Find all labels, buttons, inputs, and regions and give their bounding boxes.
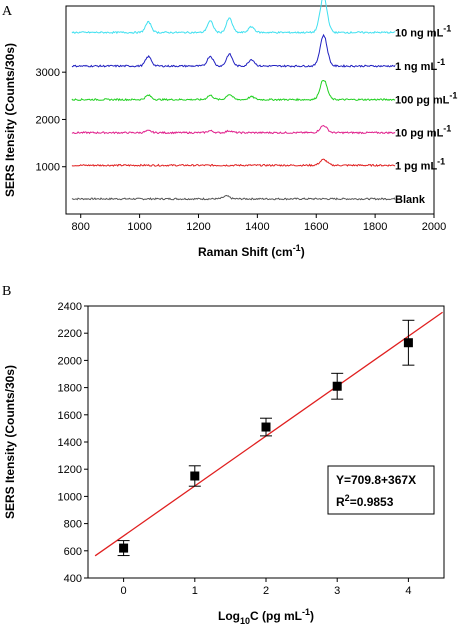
equation-box-frame (327, 465, 435, 515)
spectrum-line (71, 0, 396, 35)
panel-a-y-tick-label: 1000 (36, 162, 60, 174)
panel-a-series-labels: Blank 1 pg mL-1 10 pg mL-1 100 pg mL-1 1 ng … (395, 23, 457, 205)
panel-a-x-tick-label: 1200 (186, 221, 210, 233)
point-marker (403, 338, 413, 348)
spectrum-line (71, 79, 396, 102)
panel-a-x-tick-label: 1400 (245, 221, 269, 233)
series-label: 10 pg mL-1 (395, 124, 451, 140)
panel-b-y-axis-label: SERS Itensity (Counts/30s) (3, 365, 17, 519)
panel-b-x-axis-label: Log10C (pg mL-1) (218, 607, 314, 626)
equation-box: Y=709.8+367X R2=0.9853 (327, 465, 435, 515)
panel-b-x-tick-label: 3 (334, 585, 340, 597)
panel-b-y-tick-label: 2000 (58, 355, 82, 367)
series-label: 1 ng mL-1 (395, 57, 445, 73)
panel-a-label: A (2, 4, 13, 19)
data-point (402, 319, 415, 366)
panel-b-x-tick-label: 1 (192, 585, 198, 597)
point-marker (261, 422, 271, 432)
panel-b-y-tick-label: 600 (64, 546, 82, 558)
panel-a-x-axis-label: Raman Shift (cm-1) (198, 243, 305, 259)
data-point (117, 540, 130, 557)
panel-b-y-tick-label: 800 (64, 519, 82, 531)
spectrum-line (71, 194, 396, 201)
data-point (331, 372, 344, 400)
panel-b-y-tick-label: 1800 (58, 383, 82, 395)
series-label: 10 ng mL-1 (395, 23, 451, 39)
series-label: 100 pg mL-1 (395, 91, 457, 107)
series-label: Blank (395, 194, 426, 206)
spectrum-line (71, 33, 396, 68)
series-label: 1 pg mL-1 (395, 156, 445, 172)
panel-b-y-tick-label: 1400 (58, 437, 82, 449)
fit-equation: Y=709.8+367X (336, 473, 416, 487)
data-point (188, 465, 201, 487)
panel-a-y-axis-label: SERS Itensity (Counts/30s) (3, 43, 17, 197)
panel-a-plot: 800 1000 1200 1400 1600 1800 2000 1000 2000 3000… (36, 0, 457, 233)
panel-b-y-tick-label: 1000 (58, 491, 82, 503)
panel-a-frame (65, 5, 435, 215)
panel-a-y-tick-label: 2000 (36, 114, 60, 126)
point-marker (190, 471, 200, 481)
spectrum-line (71, 125, 396, 135)
panel-b-x-tick-label: 0 (121, 585, 127, 597)
point-marker (332, 381, 342, 391)
panel-a-x-ticks: 800 1000 1200 1400 1600 1800 2000 (72, 214, 446, 233)
panel-b-frame (87, 305, 445, 579)
panel-b-plot: 0 1 2 3 4 400 600 800 1000 1200 1400 1600 1800 2000 2… (58, 301, 445, 597)
spectrum-line (71, 158, 396, 168)
panel-a-y-tick-label: 3000 (36, 67, 60, 79)
panel-a-x-tick-label: 1600 (304, 221, 328, 233)
panel-a-x-tick-label: 1800 (363, 221, 387, 233)
panel-b-points (117, 319, 415, 557)
panel-b-y-tick-label: 400 (64, 573, 82, 585)
panel-b-y-tick-label: 1200 (58, 464, 82, 476)
data-point (260, 417, 272, 437)
panel-b-x-tick-label: 4 (405, 585, 411, 597)
panel-a-y-ticks: 1000 2000 3000 (36, 67, 66, 174)
panel-b-y-tick-label: 2400 (58, 301, 82, 313)
fit-line (94, 311, 443, 557)
panel-b-fit-line-group (94, 311, 443, 557)
fit-r-squared: R2=0.9853 (336, 493, 394, 509)
panel-b-y-tick-label: 1600 (58, 410, 82, 422)
panel-b-x-tick-label: 2 (263, 585, 269, 597)
panel-b-x-ticks: 0 1 2 3 4 (121, 578, 411, 597)
panel-b-y-ticks: 400 600 800 1000 1200 1400 1600 1800 2000 2200 240… (58, 301, 88, 585)
point-marker (119, 543, 129, 553)
panel-b-label: B (2, 284, 11, 299)
panel-a-x-tick-label: 1000 (127, 221, 151, 233)
panel-a-series (71, 0, 396, 201)
panel-b-y-tick-label: 2200 (58, 328, 82, 340)
panel-a-x-tick-label: 2000 (422, 221, 446, 233)
panel-a-x-tick-label: 800 (72, 221, 90, 233)
